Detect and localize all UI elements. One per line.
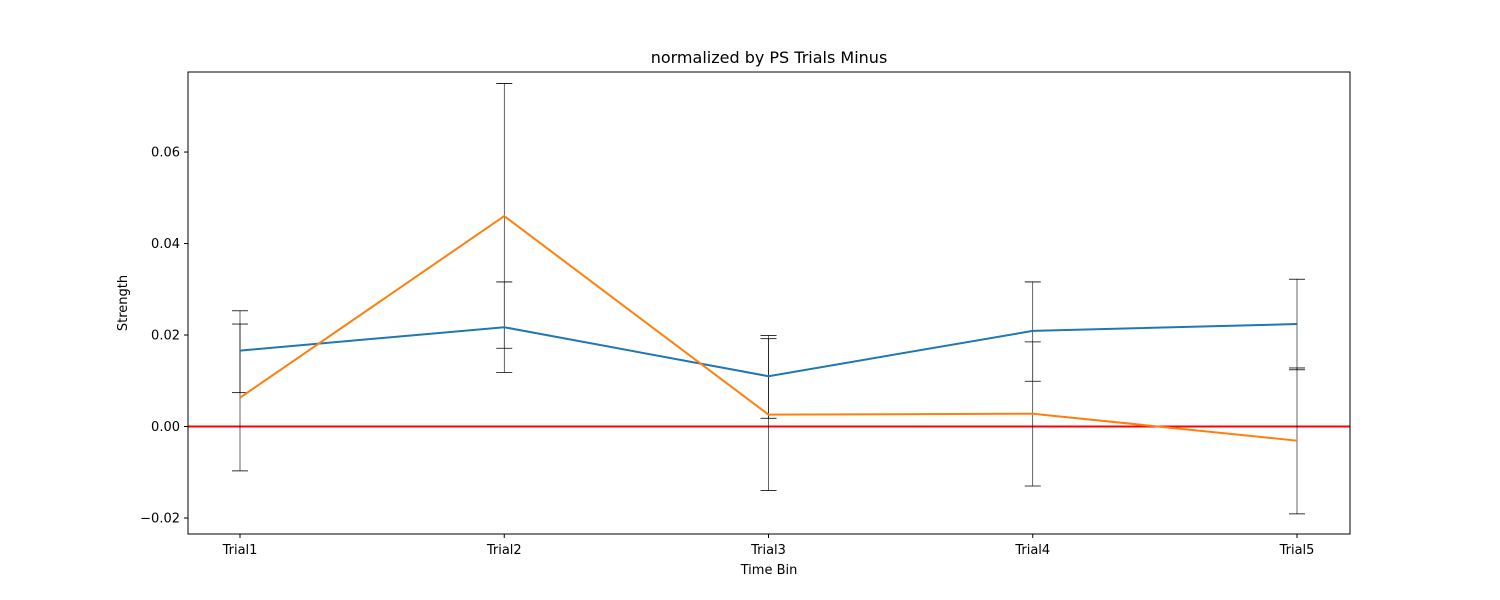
y-tick-label: 0.00 <box>151 420 180 435</box>
error-bar <box>1289 367 1305 515</box>
x-tick-label: Trial2 <box>486 543 522 558</box>
y-tick-label: 0.06 <box>151 146 180 161</box>
x-tick-label: Trial1 <box>222 543 258 558</box>
x-axis-title: Time Bin <box>740 563 798 578</box>
plot-area <box>188 83 1350 515</box>
x-tick-label: Trial5 <box>1279 543 1315 558</box>
y-tick-label: 0.02 <box>151 329 180 344</box>
y-axis-title: Strength <box>116 275 131 331</box>
x-tick-label: Trial3 <box>750 543 786 558</box>
axes: Trial1 Trial2 Trial3 Trial4 Trial5 −0.02 0.00 0… <box>140 146 1314 558</box>
plot-frame <box>187 71 1351 535</box>
chart-title: normalized by PS Trials Minus <box>651 48 888 67</box>
y-tick-label: −0.02 <box>140 511 180 526</box>
y-tick-label: 0.04 <box>151 237 180 252</box>
x-tick-label: Trial4 <box>1014 543 1050 558</box>
